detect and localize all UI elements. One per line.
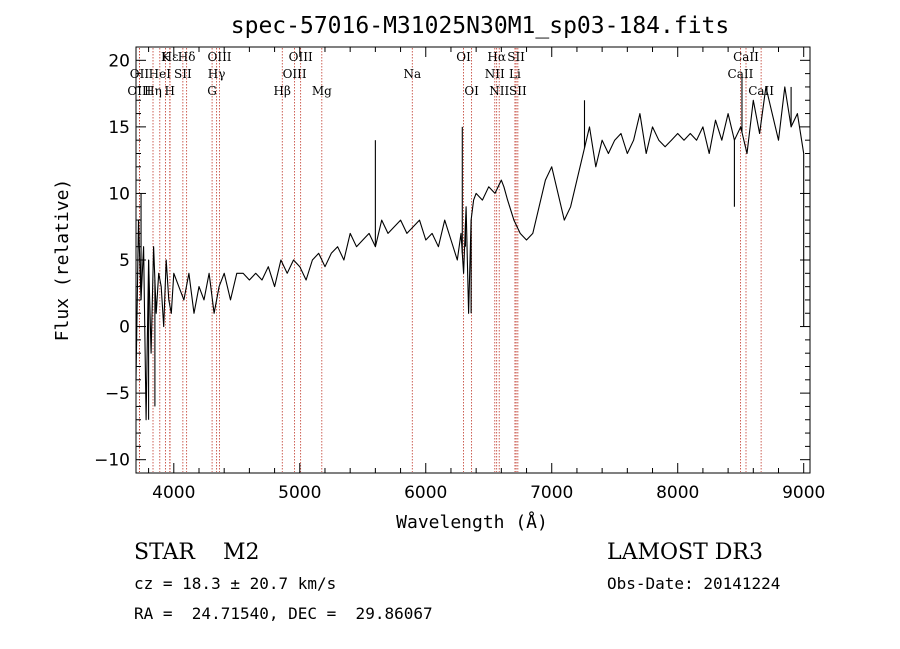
y-axis-ticks: −10 −5 0 5 10 15 20 (94, 51, 810, 471)
y-tick-label-4: 10 (108, 184, 130, 204)
line-label-22: Hβ (274, 84, 291, 98)
line-label-24: OI (464, 84, 479, 98)
line-label-27: CaII (748, 84, 774, 98)
chart-title: spec-57016-M31025N30M1_sp03-184.fits (231, 13, 730, 39)
x-axis-label: Wavelength (Å) (396, 511, 548, 533)
line-label-5: OI (456, 50, 471, 64)
y-tick-label-6: 20 (108, 51, 130, 71)
line-label-8: CaII (733, 50, 759, 64)
redshift-cz: cz = 18.3 ± 20.7 km/s (134, 574, 337, 593)
line-label-6: Hα (487, 50, 506, 64)
line-label-14: Na (403, 67, 421, 81)
y-tick-label-3: 5 (119, 251, 130, 271)
line-label-10: HeI (149, 67, 172, 81)
x-tick-label-4: 8000 (656, 483, 699, 503)
x-tick-label-1: 5000 (278, 483, 321, 503)
line-label-20: H (165, 84, 175, 98)
line-label-1: K (161, 50, 171, 64)
line-label-11: SII (174, 67, 192, 81)
line-label-4: OIII (289, 50, 313, 64)
line-label-25: NII (489, 84, 509, 98)
line-label-2: Hδ (178, 50, 196, 64)
y-axis-label: Flux (relative) (52, 179, 73, 342)
line-label-15: NII (485, 67, 505, 81)
line-label-23: Mg (312, 84, 332, 98)
line-label-18: OIII (127, 84, 151, 98)
sky-coordinates: RA = 24.71540, DEC = 29.86067 (134, 604, 433, 623)
survey-name: LAMOST DR3 (607, 540, 763, 565)
reference-lines (139, 48, 762, 472)
line-label-7: SII (507, 50, 525, 64)
x-tick-label-3: 7000 (530, 483, 573, 503)
line-label-19: Hη (144, 84, 162, 98)
x-tick-label-0: 4000 (152, 483, 195, 503)
plot-frame (135, 46, 811, 474)
spectrum-series (135, 73, 805, 421)
x-tick-label-5: 9000 (782, 483, 825, 503)
x-axis-ticks: 4000 5000 6000 7000 8000 9000 (148, 47, 825, 503)
y-tick-label-0: −10 (94, 451, 130, 471)
line-label-3: OIII (207, 50, 231, 64)
line-label-21: G (207, 84, 217, 98)
y-tick-label-2: 0 (119, 318, 130, 338)
y-tick-label-5: 15 (108, 118, 130, 138)
spectrum-line (135, 86, 805, 421)
line-label-13: OIII (283, 67, 307, 81)
line-label-12: Hγ (208, 67, 226, 81)
line-label-26: SII (509, 84, 527, 98)
observation-date: Obs-Date: 20141224 (607, 574, 781, 593)
object-class: STAR M2 (134, 540, 260, 565)
x-tick-label-2: 6000 (404, 483, 447, 503)
line-label-16: Li (509, 67, 521, 81)
line-label-17: CaII (728, 67, 754, 81)
y-tick-label-1: −5 (105, 384, 130, 404)
